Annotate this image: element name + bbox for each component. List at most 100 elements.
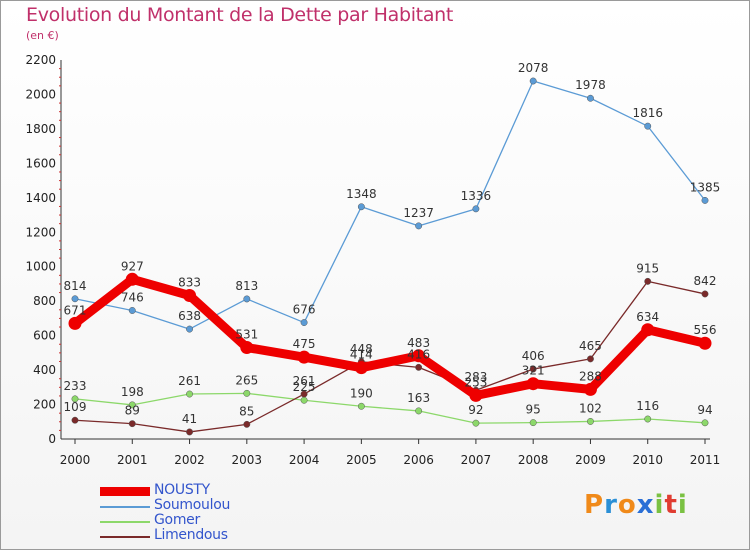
data-label: 163: [407, 391, 430, 405]
data-label: 927: [121, 259, 144, 273]
data-label: 465: [579, 339, 602, 353]
x-tick-label: 2007: [461, 453, 492, 467]
data-point: [125, 272, 139, 286]
series-line-limendous: [74, 280, 706, 433]
data-label: 109: [64, 400, 87, 414]
legend-label: Limendous: [154, 527, 228, 543]
data-label: 233: [64, 379, 87, 393]
legend-swatch: [100, 535, 150, 538]
x-tick-label: 2000: [60, 453, 91, 467]
y-tick-label: 1400: [25, 191, 56, 205]
series-line-gomer: [74, 392, 706, 424]
data-point: [128, 401, 136, 409]
data-label: 283: [464, 370, 487, 384]
y-tick-label: 0: [48, 432, 56, 446]
data-label: 1978: [575, 78, 606, 92]
data-label: 416: [407, 347, 430, 361]
data-label: 2078: [518, 61, 549, 75]
data-label: 261: [293, 374, 316, 388]
series-layer: [68, 77, 712, 436]
data-point: [71, 395, 79, 403]
data-label: 321: [522, 364, 545, 378]
y-tick-label: 1800: [25, 122, 56, 136]
data-point: [71, 416, 79, 424]
y-tick-label: 1600: [25, 156, 56, 170]
x-tick-label: 2003: [232, 453, 263, 467]
data-point: [354, 361, 368, 375]
legend-swatch: [100, 487, 150, 496]
data-point: [357, 402, 365, 410]
y-tick-label: 1200: [25, 225, 56, 239]
data-label: 414: [350, 348, 373, 362]
data-point: [644, 277, 652, 285]
x-tick-label: 2002: [174, 453, 205, 467]
data-point: [300, 390, 308, 398]
data-label: 842: [694, 274, 717, 288]
y-tick-label: 200: [33, 398, 56, 412]
data-point: [357, 203, 365, 211]
data-label: 261: [178, 374, 201, 388]
x-tick-label: 2011: [690, 453, 721, 467]
data-label: 833: [178, 275, 201, 289]
data-label: 1348: [346, 187, 377, 201]
legend-label: Soumoulou: [154, 497, 231, 513]
data-point: [186, 325, 193, 333]
data-label: 475: [293, 337, 316, 351]
data-point: [186, 428, 193, 436]
data-point: [472, 419, 480, 427]
data-label: 448: [350, 342, 373, 356]
data-label: 746: [121, 290, 144, 304]
data-label: 676: [293, 303, 316, 317]
data-point: [243, 420, 251, 428]
proxiti-logo: Proxiti: [584, 490, 688, 520]
legend-swatch: [100, 520, 150, 523]
series-line-nousty: [70, 274, 710, 400]
data-point: [71, 295, 79, 303]
data-point: [300, 396, 308, 404]
data-label: 556: [694, 323, 717, 337]
data-point: [583, 382, 597, 396]
y-tick-label: 400: [33, 363, 56, 377]
chart-title: Evolution du Montant de la Dette par Hab…: [26, 4, 454, 26]
data-point: [587, 94, 594, 102]
data-label: 41: [182, 412, 197, 426]
data-point: [701, 290, 709, 298]
data-point: [472, 205, 480, 213]
data-label: 265: [235, 373, 258, 387]
data-point: [644, 415, 652, 423]
data-label: 95: [526, 403, 541, 417]
data-label: 288: [579, 369, 602, 383]
legend-label: Gomer: [154, 512, 200, 528]
data-point: [415, 222, 423, 230]
data-label: 406: [522, 349, 545, 363]
data-point: [698, 336, 712, 350]
data-label: 638: [178, 309, 201, 323]
data-label: 94: [697, 403, 712, 417]
data-point: [300, 319, 308, 326]
data-point: [644, 122, 652, 130]
data-point: [68, 316, 82, 330]
data-point: [526, 377, 540, 391]
data-label: 92: [468, 403, 483, 417]
y-tick-label: 800: [33, 294, 56, 308]
y-tick-label: 2200: [25, 53, 56, 67]
data-point: [412, 349, 426, 363]
x-tick-label: 2008: [518, 453, 549, 467]
legend-label: NOUSTY: [154, 482, 210, 498]
data-point: [128, 420, 136, 428]
data-point: [469, 388, 483, 402]
data-label: 198: [121, 385, 144, 399]
data-label: 813: [235, 279, 258, 293]
data-point: [529, 419, 537, 427]
data-point: [701, 419, 709, 427]
data-point: [128, 307, 136, 314]
data-label: 190: [350, 386, 373, 400]
y-tick-label: 1000: [25, 260, 56, 274]
data-label: 85: [239, 404, 254, 418]
data-point: [701, 196, 709, 204]
data-label: 814: [64, 279, 87, 293]
data-point: [415, 407, 423, 415]
data-point: [587, 417, 594, 425]
x-tick-label: 2005: [346, 453, 377, 467]
